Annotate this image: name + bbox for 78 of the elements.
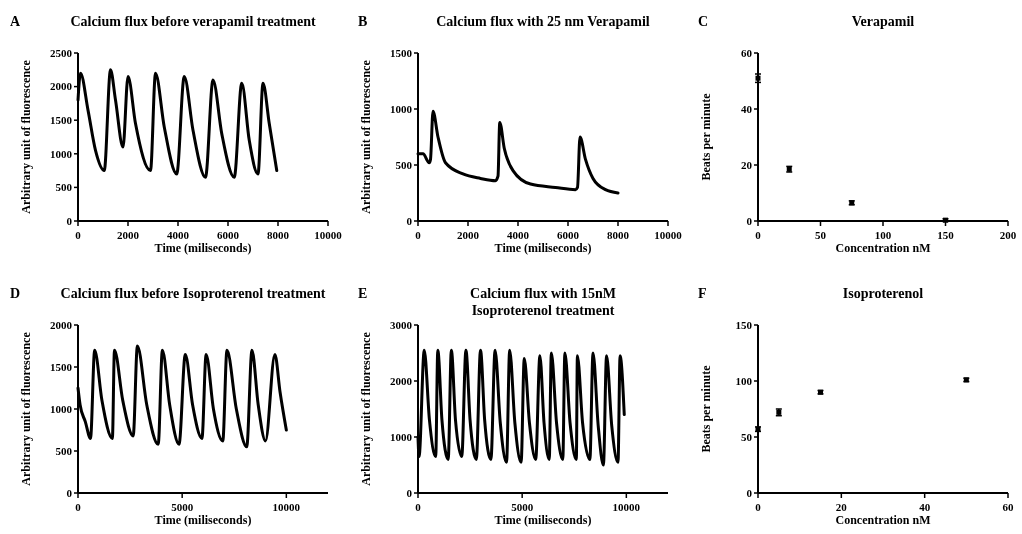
y-tick-label: 20 [741, 158, 753, 171]
y-tick-label: 500 [55, 444, 73, 457]
x-tick-label: 40 [919, 501, 931, 513]
x-tick-label: 60 [1002, 501, 1014, 513]
x-tick-label: 10000 [612, 501, 641, 513]
x-axis-title: Concentration nM [835, 513, 931, 527]
x-tick-label: 4000 [507, 229, 530, 241]
y-tick-label: 60 [741, 46, 753, 59]
x-tick-label: 0 [415, 229, 422, 241]
x-tick-label: 10000 [654, 229, 683, 241]
x-tick-label: 6000 [217, 229, 240, 241]
x-axis-title: Time (miliseconds) [154, 513, 252, 527]
x-tick-label: 10000 [272, 501, 301, 513]
chart-title: Calcium flux before Isoproterenol treatment [60, 286, 326, 301]
chart-title: Isoproterenol [842, 286, 924, 301]
y-tick-label: 0 [406, 486, 413, 499]
y-tick-label: 150 [735, 318, 753, 331]
y-tick-label: 0 [66, 486, 73, 499]
x-tick-label: 5000 [511, 501, 534, 513]
x-tick-label: 5000 [171, 501, 194, 513]
y-tick-label: 2000 [50, 318, 73, 331]
y-tick-label: 1500 [50, 114, 73, 127]
x-tick-label: 200 [999, 229, 1017, 241]
y-tick-label: 1000 [390, 102, 413, 115]
x-axis-title: Time (miliseconds) [494, 241, 592, 255]
text: B [358, 14, 368, 29]
x-tick-label: 100 [874, 229, 892, 241]
y-axis-title: Arbitrary unit of fluorescence [359, 59, 373, 214]
chart-title: Verapamil [851, 14, 915, 29]
x-tick-label: 0 [755, 501, 762, 513]
chart-title: Calcium flux with 25 nm Verapamil [436, 14, 650, 29]
chart-title: Calcium flux with 15nM Isoproterenol treatment [470, 286, 616, 318]
y-axis-title: Arbitrary unit of fluorescence [19, 59, 33, 214]
y-tick-label: 1000 [50, 402, 73, 415]
y-tick-label: 500 [395, 158, 413, 171]
x-tick-label: 150 [937, 229, 955, 241]
x-tick-label: 50 [815, 229, 827, 241]
x-axis-title: Time (miliseconds) [154, 241, 252, 255]
x-tick-label: 8000 [267, 229, 290, 241]
y-tick-label: 0 [66, 214, 73, 227]
y-axis-title: Beats per minute [699, 364, 713, 453]
y-tick-label: 1500 [390, 46, 413, 59]
text: D [10, 286, 21, 301]
y-tick-label: 500 [55, 181, 73, 194]
x-tick-label: 4000 [167, 229, 190, 241]
y-tick-label: 40 [741, 102, 753, 115]
y-axis-title: Beats per minute [699, 92, 713, 181]
text: E [358, 286, 368, 301]
y-tick-label: 1500 [50, 360, 73, 373]
text: F [698, 286, 707, 301]
y-tick-label: 2000 [390, 374, 413, 387]
x-tick-label: 2000 [457, 229, 480, 241]
y-tick-label: 0 [406, 214, 413, 227]
y-tick-label: 0 [746, 214, 753, 227]
x-tick-label: 0 [75, 501, 82, 513]
x-tick-label: 8000 [607, 229, 630, 241]
y-tick-label: 100 [735, 374, 753, 387]
y-tick-label: 3000 [390, 318, 413, 331]
y-tick-label: 2500 [50, 46, 73, 59]
y-tick-label: 1000 [50, 147, 73, 160]
text: C [698, 14, 709, 29]
x-axis-title: Time (miliseconds) [494, 513, 592, 527]
x-tick-label: 20 [835, 501, 848, 513]
x-tick-label: 0 [75, 229, 82, 241]
chart-title: Calcium flux before verapamil treatment [70, 14, 316, 29]
y-tick-label: 2000 [50, 80, 73, 93]
x-tick-label: 10000 [314, 229, 343, 241]
x-tick-label: 0 [415, 501, 422, 513]
x-tick-label: 0 [755, 229, 762, 241]
y-tick-label: 1000 [390, 430, 413, 443]
x-axis-title: Concentration nM [835, 241, 931, 255]
y-axis-title: Arbitrary unit of fluorescence [19, 331, 33, 486]
x-tick-label: 2000 [117, 229, 140, 241]
y-tick-label: 0 [746, 486, 753, 499]
y-axis-title: Arbitrary unit of fluorescence [359, 331, 373, 486]
x-tick-label: 6000 [557, 229, 580, 241]
text: A [10, 14, 21, 29]
y-tick-label: 50 [741, 430, 753, 443]
